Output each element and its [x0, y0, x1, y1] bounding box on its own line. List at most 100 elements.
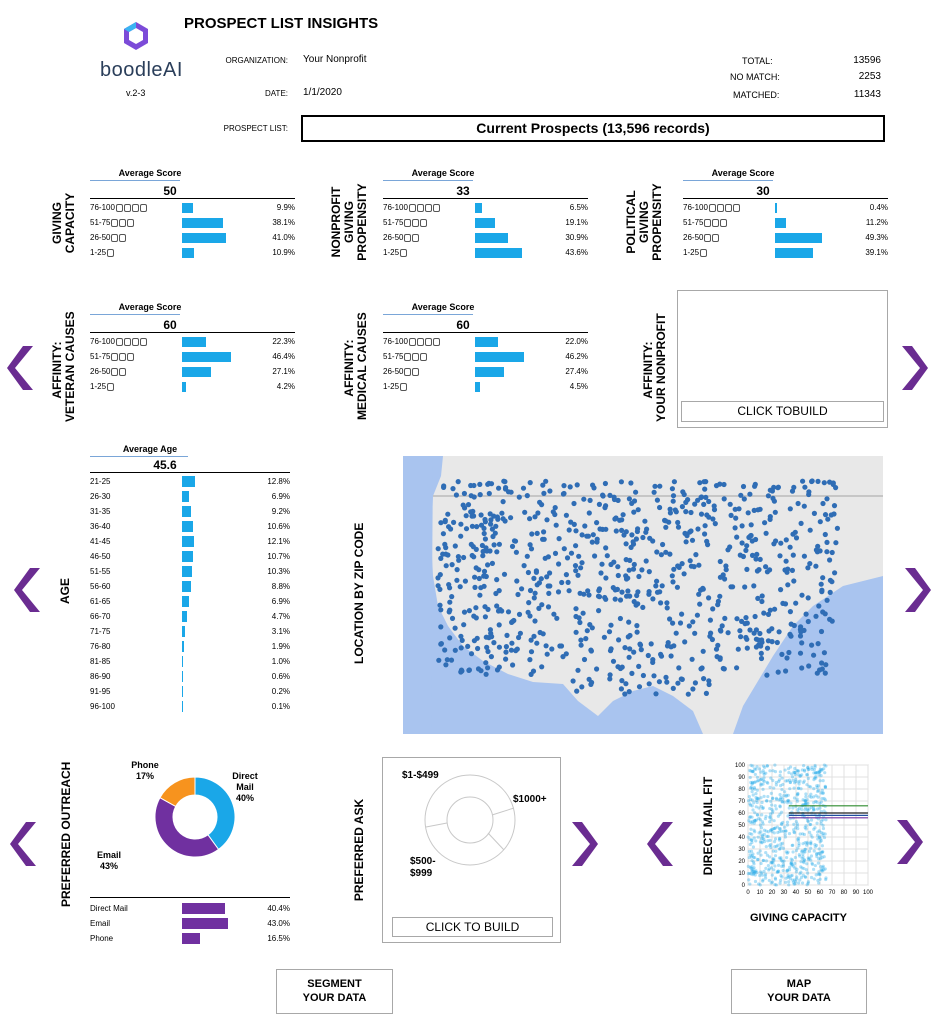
zip-dot: [635, 589, 641, 595]
zip-dot: [827, 557, 833, 563]
zip-dot: [775, 669, 781, 675]
zip-dot: [488, 521, 494, 527]
prospect-list-label: PROSPECT LIST:: [223, 124, 288, 133]
scatter-point: [771, 861, 775, 865]
scatter-point: [776, 843, 780, 847]
scatter-point: [767, 878, 771, 883]
score-icon: [712, 218, 720, 227]
zip-dot: [602, 505, 608, 511]
zip-dot: [528, 637, 534, 643]
scatter-point: [749, 780, 753, 785]
scatter-point: [752, 866, 756, 870]
score-pct: 0.4%: [869, 203, 888, 212]
zip-dot: [717, 593, 723, 599]
score-range-label: 76-100: [683, 203, 740, 212]
scatter-point: [754, 795, 758, 800]
scatter-point: [769, 776, 773, 780]
preferred-ask-build-button[interactable]: CLICK TO BUILD: [392, 917, 553, 937]
scatter-point: [799, 875, 804, 880]
scatter-point: [789, 861, 793, 865]
scatter-point: [755, 870, 759, 875]
political-label-line2: GIVING: [637, 201, 651, 244]
age-bar: [182, 536, 195, 547]
click-to-build-button[interactable]: CLICK TOBUILD: [681, 401, 884, 422]
zip-dot: [820, 575, 826, 581]
zip-dot: [458, 633, 464, 639]
zip-dot: [626, 567, 632, 573]
chevron-left-icon[interactable]: [645, 820, 675, 868]
zip-dot: [831, 503, 838, 509]
chevron-left-icon[interactable]: [5, 344, 35, 392]
average-score-underline: [90, 314, 180, 315]
scatter-point: [790, 772, 794, 776]
zip-dot: [471, 494, 477, 500]
score-icon: [704, 233, 712, 242]
zip-dot: [500, 516, 506, 522]
chevron-right-icon[interactable]: [570, 820, 600, 868]
page-title: PROSPECT LIST INSIGHTS: [184, 15, 379, 32]
scatter-point: [803, 841, 807, 845]
scatter-point: [803, 806, 808, 810]
zip-dot: [454, 567, 460, 573]
scatter-point: [815, 784, 819, 788]
zip-dot: [524, 493, 530, 499]
map-your-data-button[interactable]: MAP YOUR DATA: [731, 969, 867, 1014]
scatter-point: [784, 876, 788, 880]
donut-label: 40%: [236, 793, 254, 803]
zip-dot: [574, 688, 580, 694]
scatter-point: [787, 883, 791, 887]
scatter-point: [823, 785, 828, 789]
zip-dot: [468, 509, 474, 515]
zip-dot: [510, 662, 516, 668]
zip-dot: [442, 647, 448, 653]
scatter-point: [769, 881, 773, 885]
zip-dot: [664, 605, 670, 611]
scatter-y-tick: 10: [738, 871, 745, 877]
zip-dot: [573, 568, 579, 574]
age-range-label: 56-60: [90, 582, 111, 591]
zip-dot: [636, 684, 643, 690]
donut-label: 43%: [100, 861, 118, 871]
zip-dot: [733, 515, 739, 521]
segment-your-data-button[interactable]: SEGMENT YOUR DATA: [276, 969, 393, 1014]
scatter-point: [762, 869, 766, 873]
zip-dot: [672, 507, 678, 513]
scatter-point: [820, 797, 824, 801]
scatter-point: [750, 864, 754, 869]
zip-dot: [458, 521, 464, 527]
score-icon: [404, 367, 412, 376]
scatter-point: [792, 831, 797, 835]
average-score-divider: [90, 198, 295, 199]
score-range-label: 1-25: [383, 382, 408, 391]
chevron-left-icon[interactable]: [8, 820, 38, 868]
zip-code-map[interactable]: [403, 456, 883, 734]
zip-dot: [664, 600, 670, 606]
age-bar: [182, 611, 187, 622]
zip-dot: [803, 611, 809, 617]
prospect-list-dropdown[interactable]: Current Prospects (13,596 records): [301, 115, 885, 142]
scatter-point: [798, 774, 802, 778]
score-row: 51-75 46.2%: [383, 351, 588, 363]
scatter-y-tick: 40: [738, 835, 745, 841]
scatter-point: [777, 856, 782, 860]
age-pct: 12.1%: [267, 537, 290, 546]
chevron-right-icon[interactable]: [903, 566, 933, 614]
scatter-point: [798, 832, 802, 836]
zip-dot: [487, 548, 493, 554]
scatter-point: [750, 798, 754, 802]
zip-dot: [765, 493, 771, 499]
zip-dot: [793, 535, 800, 541]
zip-dot: [481, 530, 487, 537]
scatter-point: [818, 835, 822, 839]
zip-dot: [631, 509, 637, 515]
score-pct: 46.4%: [272, 352, 295, 361]
scatter-point: [748, 842, 752, 847]
age-bar: [182, 521, 193, 532]
chevron-right-icon[interactable]: [900, 344, 930, 392]
chevron-left-icon[interactable]: [12, 566, 42, 614]
scatter-point: [800, 850, 804, 854]
chevron-right-icon[interactable]: [895, 818, 925, 866]
scatter-point: [773, 804, 777, 808]
scatter-point: [766, 839, 770, 843]
zip-dot: [691, 564, 697, 570]
